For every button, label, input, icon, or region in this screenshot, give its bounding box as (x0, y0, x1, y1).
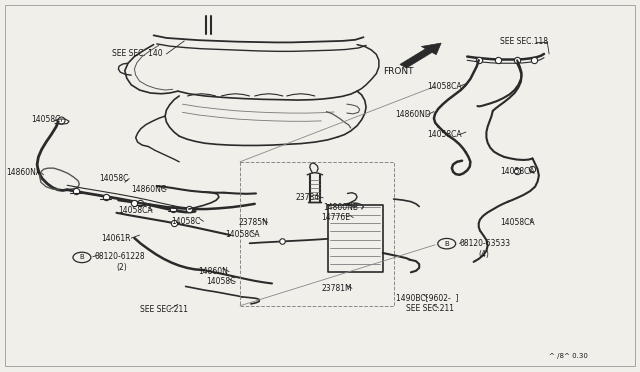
Text: 14058CA: 14058CA (118, 206, 153, 215)
Text: 14860NB: 14860NB (323, 203, 358, 212)
Text: 14058CA: 14058CA (428, 130, 462, 139)
Text: 23781M: 23781M (321, 284, 352, 293)
Text: 14058CA: 14058CA (500, 218, 535, 227)
Text: 14058CA: 14058CA (225, 230, 260, 239)
Text: 14860NC: 14860NC (131, 185, 166, 194)
Text: 14860N: 14860N (198, 267, 228, 276)
Text: 14776E: 14776E (321, 213, 350, 222)
Text: 14058CA: 14058CA (500, 167, 535, 176)
Text: 23784: 23784 (296, 193, 320, 202)
Text: 1490BC[9602-  ]: 1490BC[9602- ] (396, 293, 458, 302)
Text: (2): (2) (116, 263, 127, 272)
Text: 14058CA: 14058CA (428, 82, 462, 91)
Text: SEE SEC.118: SEE SEC.118 (500, 37, 548, 46)
Text: 14058C: 14058C (206, 278, 236, 286)
Text: 08120-61228: 08120-61228 (95, 252, 145, 261)
FancyArrow shape (400, 43, 441, 68)
Text: FRONT: FRONT (383, 67, 413, 76)
Text: ^ /8^ 0.30: ^ /8^ 0.30 (549, 353, 588, 359)
Text: 14058C: 14058C (99, 174, 129, 183)
Text: (4): (4) (479, 250, 490, 259)
Text: 14061R: 14061R (101, 234, 131, 243)
Text: 23785N: 23785N (238, 218, 268, 227)
Text: 14860NA: 14860NA (6, 169, 42, 177)
Text: SEE SEC. 140: SEE SEC. 140 (112, 49, 163, 58)
Text: 08120-63533: 08120-63533 (460, 239, 511, 248)
Text: SEE SEC.211: SEE SEC.211 (140, 305, 188, 314)
Text: 14058C: 14058C (172, 217, 201, 226)
Text: SEE SEC.211: SEE SEC.211 (406, 304, 454, 312)
Text: B: B (444, 241, 449, 247)
Text: B: B (79, 254, 84, 260)
Text: 14860ND: 14860ND (396, 110, 431, 119)
Text: 14058C: 14058C (31, 115, 60, 124)
